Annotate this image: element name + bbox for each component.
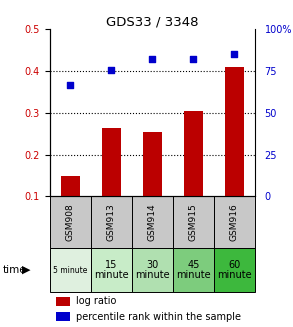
Bar xyxy=(50,248,91,292)
Bar xyxy=(91,197,132,248)
Bar xyxy=(214,197,255,248)
Bar xyxy=(132,248,173,292)
Bar xyxy=(173,248,214,292)
Bar xyxy=(225,67,244,197)
Bar xyxy=(143,132,162,197)
Point xyxy=(232,52,237,57)
Text: 60
minute: 60 minute xyxy=(217,260,252,281)
Point xyxy=(109,67,114,72)
Bar xyxy=(173,197,214,248)
Point xyxy=(68,82,73,87)
Text: GSM908: GSM908 xyxy=(66,203,75,241)
Text: 45
minute: 45 minute xyxy=(176,260,211,281)
Bar xyxy=(102,128,121,197)
Bar xyxy=(214,248,255,292)
Text: time: time xyxy=(3,265,27,275)
Bar xyxy=(132,197,173,248)
Text: ▶: ▶ xyxy=(22,265,31,275)
Text: GSM916: GSM916 xyxy=(230,203,239,241)
Bar xyxy=(61,176,80,197)
Bar xyxy=(56,312,70,321)
Point xyxy=(191,57,196,62)
Text: 5 minute: 5 minute xyxy=(53,266,88,275)
Bar xyxy=(56,297,70,306)
Bar xyxy=(91,248,132,292)
Text: 30
minute: 30 minute xyxy=(135,260,170,281)
Text: 15
minute: 15 minute xyxy=(94,260,129,281)
Text: GSM914: GSM914 xyxy=(148,203,157,241)
Text: log ratio: log ratio xyxy=(76,296,117,306)
Bar xyxy=(184,111,203,197)
Bar xyxy=(50,197,91,248)
Title: GDS33 / 3348: GDS33 / 3348 xyxy=(106,15,199,28)
Text: GSM915: GSM915 xyxy=(189,203,198,241)
Text: GSM913: GSM913 xyxy=(107,203,116,241)
Point xyxy=(150,57,155,62)
Text: percentile rank within the sample: percentile rank within the sample xyxy=(76,312,241,322)
